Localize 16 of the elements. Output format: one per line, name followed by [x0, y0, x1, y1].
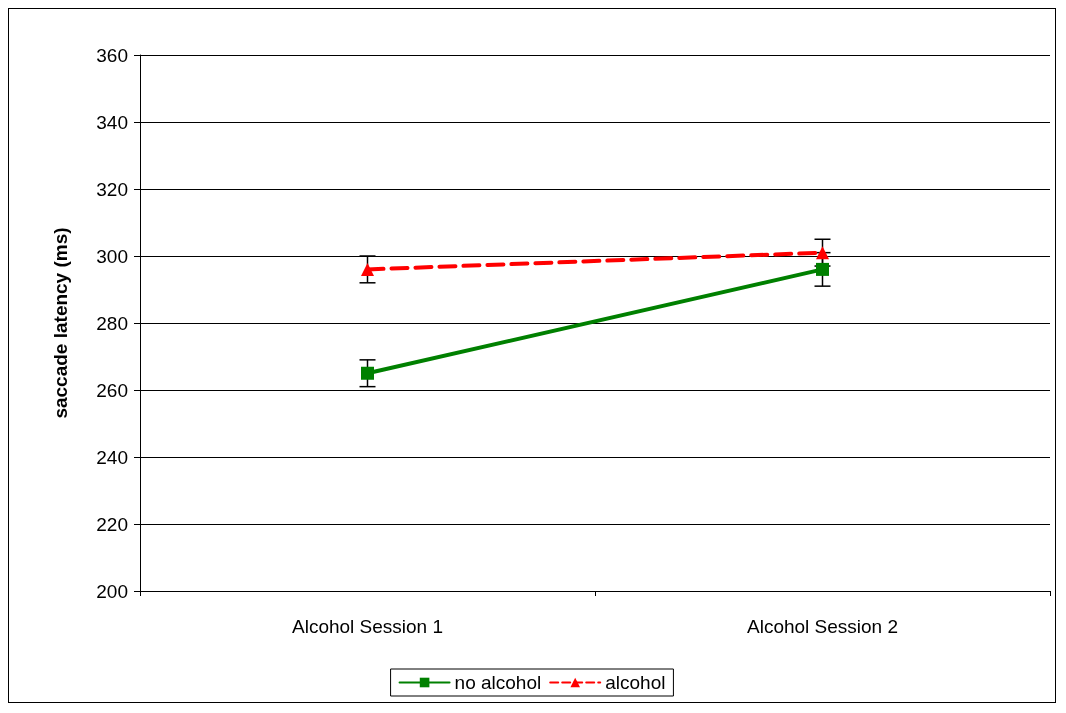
point [816, 262, 829, 276]
y-tick-label: 280 [96, 312, 128, 334]
x-tick-label: Alcohol Session 1 [291, 616, 444, 637]
legend-label: alcohol [605, 672, 666, 693]
y-tick-label: 200 [96, 580, 128, 602]
legend-label: no alcohol [454, 672, 542, 693]
y-tick-label: 220 [96, 513, 128, 535]
x-tick-label: Alcohol Session 2 [746, 616, 899, 637]
y-tick-label: 340 [96, 111, 128, 133]
y-tick-label: 360 [96, 44, 128, 66]
point [361, 366, 374, 380]
y-tick-label: 260 [96, 379, 128, 401]
y-tick-label: 300 [96, 245, 128, 267]
y-tick-label: 320 [96, 178, 128, 200]
y-axis-title: saccade latency (ms) [50, 227, 71, 419]
y-tick-label: 240 [96, 446, 128, 468]
